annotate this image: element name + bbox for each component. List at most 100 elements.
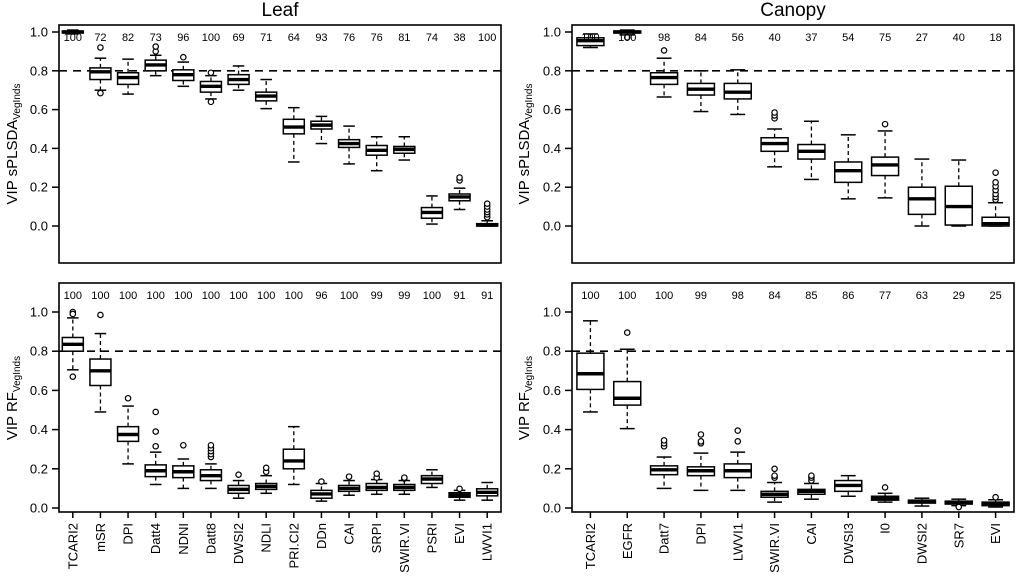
boxplot-group: [420, 195, 444, 225]
boxplot-group: [337, 473, 361, 497]
count-label: 29: [953, 290, 965, 302]
count-label: 99: [398, 290, 410, 302]
outlier-point: [152, 428, 159, 435]
outlier-point: [318, 478, 325, 485]
category-label: CAI: [804, 523, 819, 545]
outlier-point: [992, 179, 999, 186]
count-label: 84: [695, 32, 707, 44]
boxplot-group: [254, 78, 278, 110]
boxplot-group: [834, 134, 863, 200]
outlier-point: [992, 493, 999, 501]
boxplot-group: [576, 320, 605, 413]
outlier-point: [623, 329, 631, 336]
count-label: 100: [202, 32, 220, 44]
y-tick-label: 1.0: [30, 305, 48, 320]
outlier-point: [152, 442, 159, 450]
y-tick-label: 0.4: [543, 422, 561, 437]
outlier-point: [697, 431, 705, 438]
boxplot-group: [870, 484, 900, 503]
boxplot-group: [760, 465, 789, 503]
count-label: 100: [285, 290, 303, 302]
category-label: SWIR.VI: [767, 523, 782, 573]
boxplot-group: [576, 33, 605, 49]
boxplot-group: [475, 200, 499, 227]
panel-title-leaf: Leaf: [261, 0, 299, 21]
count-label: 100: [119, 290, 137, 302]
count-label: 93: [315, 32, 327, 44]
category-label: I0: [878, 523, 893, 534]
count-label: 98: [732, 290, 744, 302]
category-label: DWSI3: [841, 523, 856, 564]
y-tick-label: 0.2: [543, 461, 561, 476]
count-label: 63: [916, 290, 928, 302]
boxplot-group: [448, 174, 471, 211]
boxplot-group: [199, 69, 223, 106]
boxplot-group: [199, 441, 223, 490]
y-tick-label: 1.0: [543, 25, 561, 40]
iqr-box: [907, 186, 937, 216]
boxplot-group: [365, 470, 388, 496]
boxplot-group: [116, 394, 140, 465]
count-label: 91: [453, 290, 465, 302]
boxplot-group: [797, 120, 826, 181]
count-label: 100: [91, 290, 109, 302]
outlier-point: [660, 47, 668, 54]
boxplot-group: [365, 136, 388, 172]
panel-frame: [58, 24, 502, 264]
outlier-point: [207, 69, 215, 77]
boxplot-group: [760, 109, 789, 168]
outlier-point: [623, 34, 631, 41]
count-label: 69: [232, 32, 244, 44]
category-label: EVI: [988, 523, 1003, 544]
category-label: TCARI2: [583, 523, 598, 569]
boxplot-group: [870, 120, 900, 199]
count-label: 76: [343, 32, 355, 44]
outlier-point: [152, 408, 159, 416]
count-label: 100: [229, 290, 247, 302]
count-label: 38: [453, 32, 465, 44]
outlier-point: [771, 109, 778, 116]
category-label: SWIR.VI: [397, 523, 412, 573]
count-label: 64: [288, 32, 300, 44]
outlier-point: [881, 120, 889, 128]
outlier-point: [881, 484, 889, 491]
category-label: DDn: [314, 523, 329, 549]
panel-frame: [58, 282, 502, 513]
outlier-point: [734, 427, 742, 434]
count-label: 96: [177, 32, 189, 44]
y-tick-label: 0.4: [30, 422, 48, 437]
category-label: PSRI: [424, 523, 439, 553]
panel-leaf-splsda: 0.0 0.2 0.4 0.6 0.8 1.0 100 72 82 73 96 100 69 71 64 93…: [30, 24, 502, 264]
iqr-box: [576, 352, 605, 391]
boxplot-group: [420, 469, 444, 489]
outlier-point: [456, 174, 463, 181]
outlier-point: [401, 474, 408, 481]
category-label: DPI: [693, 523, 708, 545]
count-label: 72: [94, 32, 106, 44]
category-label: Datt7: [657, 523, 672, 554]
count-label: 74: [426, 32, 438, 44]
count-label: 76: [371, 32, 383, 44]
y-tick-label: 0.4: [543, 141, 561, 156]
category-label: NDLI: [259, 523, 274, 553]
panel-frame: [571, 282, 1015, 513]
outlier-point: [69, 310, 77, 318]
count-label: 100: [581, 32, 599, 44]
count-label: 100: [64, 32, 82, 44]
category-label: EGFR: [620, 523, 635, 559]
category-label: EVI: [452, 523, 467, 544]
category-label: DPI: [121, 523, 136, 545]
boxplot-group: [944, 498, 973, 511]
count-label: 84: [768, 290, 780, 302]
y-tick-label: 0.0: [30, 219, 48, 234]
outlier-point: [97, 89, 104, 97]
category-label: LWVI1: [730, 523, 745, 561]
y-tick-label: 0.0: [543, 219, 561, 234]
count-label: 77: [879, 290, 891, 302]
count-label: 100: [202, 290, 220, 302]
boxplot-group: [254, 464, 278, 495]
count-label: 96: [315, 290, 327, 302]
y-tick-label: 0.6: [30, 383, 48, 398]
category-label: mSR: [93, 523, 108, 552]
count-label: 100: [340, 290, 358, 302]
